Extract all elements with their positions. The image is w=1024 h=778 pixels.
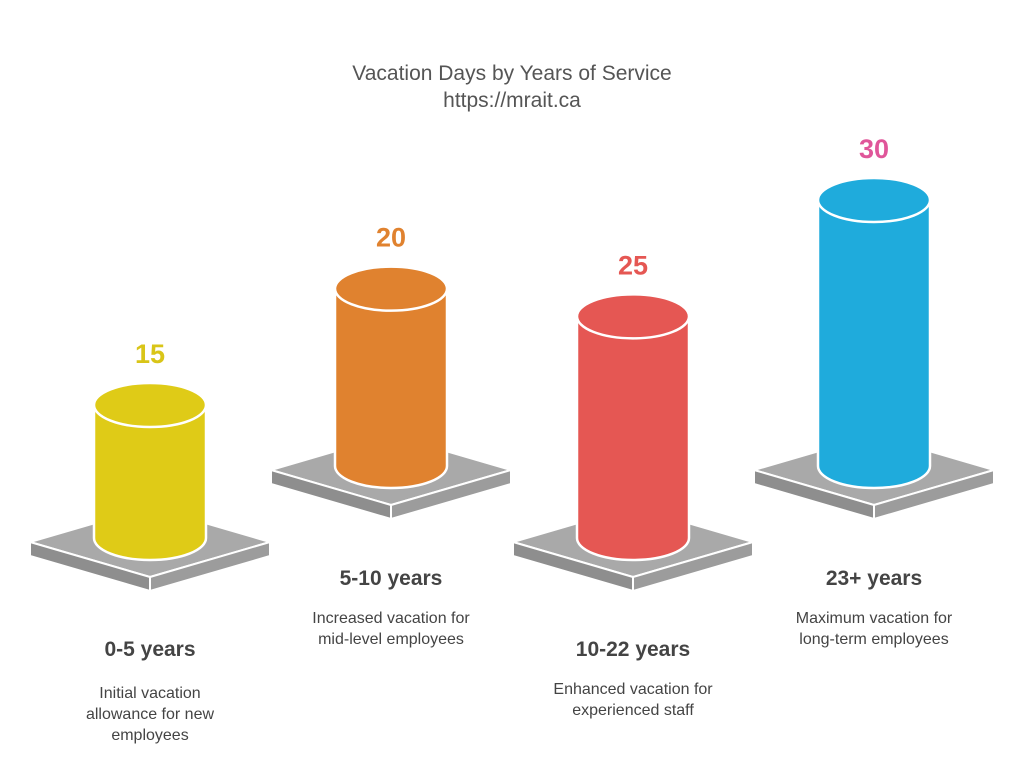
bar-cylinder-body (333, 287, 449, 490)
bar-group-0: 15 0-5 years Initial vacation allowance for… (29, 339, 271, 744)
platform-right-side (390, 469, 512, 520)
category-description-line: experienced staff (572, 702, 694, 719)
data-label: 20 (376, 223, 406, 253)
data-label: 15 (135, 339, 165, 369)
platform-right-side (149, 541, 271, 592)
category-description-line: Increased vacation for (312, 610, 470, 627)
bar-cylinder-body (575, 315, 691, 562)
platform-right-side (632, 541, 754, 592)
category-description-line: employees (111, 727, 188, 744)
category-label: 10-22 years (576, 638, 690, 661)
platform-right-side (873, 469, 995, 520)
bar-cylinder-body (92, 403, 208, 562)
bar-group-3: 30 23+ years Maximum vacation for long-term… (753, 134, 995, 648)
category-description-line: long-term employees (799, 631, 948, 648)
category-description-line: allowance for new (86, 706, 215, 723)
data-label: 30 (859, 134, 889, 164)
category-description-line: mid-level employees (318, 631, 464, 648)
bar-cylinder-top (333, 265, 449, 312)
category-label: 5-10 years (340, 567, 443, 590)
chart-subtitle: https://mrait.ca (443, 89, 581, 112)
bar-cylinder-body (816, 198, 932, 490)
category-description-line: Enhanced vacation for (553, 681, 713, 698)
chart-title-block: Vacation Days by Years of Service https:… (0, 60, 1024, 114)
category-description-line: Maximum vacation for (796, 610, 953, 627)
category-label: 23+ years (826, 567, 922, 590)
data-label: 25 (618, 250, 648, 280)
bar-cylinder-top (92, 381, 208, 429)
bar-group-2: 25 10-22 years Enhanced vacation for experi… (512, 250, 754, 719)
category-description-line: Initial vacation (99, 685, 200, 702)
bar-group-1: 20 5-10 years Increased vacation for mid-le… (270, 223, 512, 648)
bar-cylinder-top (816, 176, 932, 224)
bar-cylinder-top (575, 293, 691, 340)
category-label: 0-5 years (104, 638, 195, 661)
chart-title: Vacation Days by Years of Service (352, 62, 672, 85)
